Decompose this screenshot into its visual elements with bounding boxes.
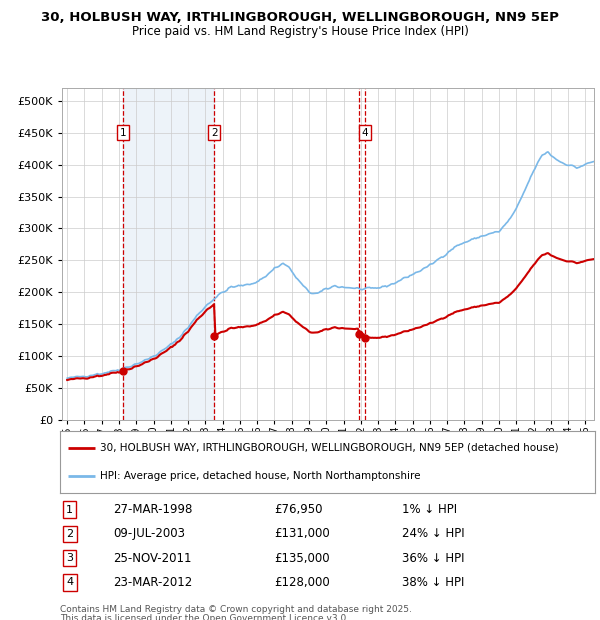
Text: 3: 3	[66, 553, 73, 563]
Text: 2: 2	[66, 529, 73, 539]
Text: Price paid vs. HM Land Registry's House Price Index (HPI): Price paid vs. HM Land Registry's House …	[131, 25, 469, 38]
Text: 38% ↓ HPI: 38% ↓ HPI	[403, 576, 465, 589]
Text: 36% ↓ HPI: 36% ↓ HPI	[403, 552, 465, 565]
Text: 23-MAR-2012: 23-MAR-2012	[113, 576, 193, 589]
Text: 4: 4	[66, 577, 73, 587]
Text: £135,000: £135,000	[274, 552, 329, 565]
Text: 30, HOLBUSH WAY, IRTHLINGBOROUGH, WELLINGBOROUGH, NN9 5EP (detached house): 30, HOLBUSH WAY, IRTHLINGBOROUGH, WELLIN…	[100, 443, 559, 453]
Text: HPI: Average price, detached house, North Northamptonshire: HPI: Average price, detached house, Nort…	[100, 471, 421, 481]
Point	[360, 334, 370, 343]
Text: £128,000: £128,000	[274, 576, 330, 589]
Point	[354, 329, 364, 339]
Text: 4: 4	[361, 128, 368, 138]
Text: 25-NOV-2011: 25-NOV-2011	[113, 552, 192, 565]
Text: 1: 1	[119, 128, 126, 138]
Point	[118, 366, 128, 376]
Text: 30, HOLBUSH WAY, IRTHLINGBOROUGH, WELLINGBOROUGH, NN9 5EP: 30, HOLBUSH WAY, IRTHLINGBOROUGH, WELLIN…	[41, 11, 559, 24]
Text: 1: 1	[66, 505, 73, 515]
Text: 1% ↓ HPI: 1% ↓ HPI	[403, 503, 458, 516]
Text: Contains HM Land Registry data © Crown copyright and database right 2025.: Contains HM Land Registry data © Crown c…	[60, 604, 412, 614]
Point	[209, 332, 219, 342]
Text: £76,950: £76,950	[274, 503, 323, 516]
Text: 27-MAR-1998: 27-MAR-1998	[113, 503, 193, 516]
Text: 09-JUL-2003: 09-JUL-2003	[113, 528, 185, 541]
Text: This data is licensed under the Open Government Licence v3.0.: This data is licensed under the Open Gov…	[60, 614, 349, 620]
Text: 24% ↓ HPI: 24% ↓ HPI	[403, 528, 465, 541]
Text: 2: 2	[211, 128, 218, 138]
Text: £131,000: £131,000	[274, 528, 330, 541]
Bar	[123, 88, 214, 420]
